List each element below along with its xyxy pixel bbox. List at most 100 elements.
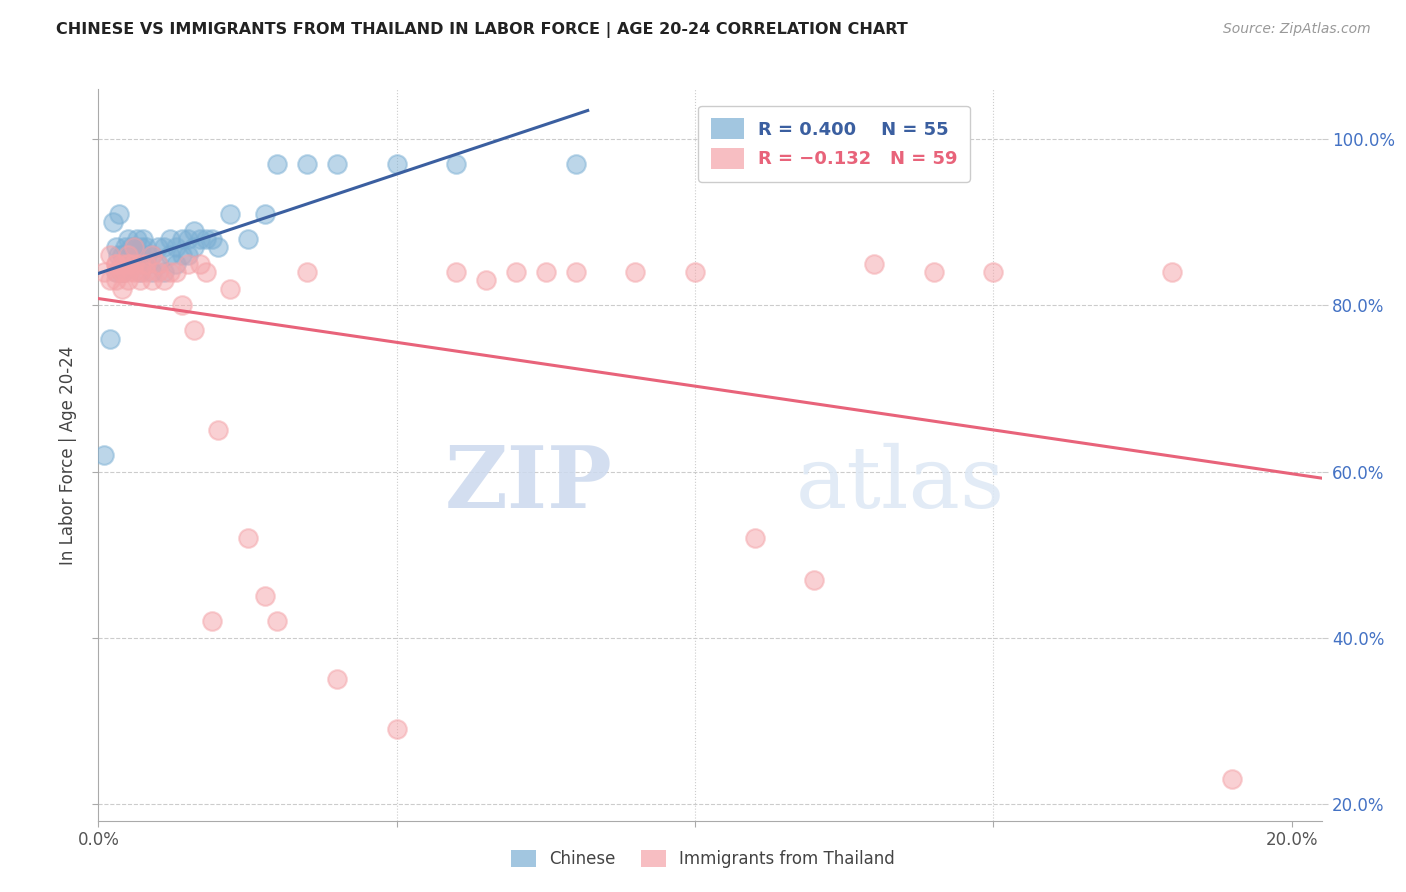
Point [117, 265, 139, 279]
Point [135, 265, 157, 279]
Point [505, 265, 527, 279]
Point [122, 257, 145, 271]
Point [254, 207, 277, 221]
Text: atlas: atlas [796, 442, 1005, 525]
Point [165, 240, 187, 254]
Point [122, 240, 145, 254]
Point [111, 265, 134, 279]
Point [236, 232, 259, 246]
Point [177, 248, 200, 262]
Point [153, 265, 176, 279]
Point [446, 265, 468, 279]
Point [146, 257, 169, 271]
Point [326, 673, 349, 687]
Point [207, 423, 229, 437]
Point [120, 240, 142, 254]
Point [266, 157, 288, 171]
Point [683, 265, 706, 279]
Point [983, 265, 1005, 279]
Legend: R = 0.400    N = 55, R = −0.132   N = 59: R = 0.400 N = 55, R = −0.132 N = 59 [699, 105, 970, 182]
Point [122, 240, 145, 254]
Legend: Chinese, Immigrants from Thailand: Chinese, Immigrants from Thailand [505, 843, 901, 875]
Point [105, 240, 128, 254]
Point [565, 157, 588, 171]
Point [117, 257, 139, 271]
Point [170, 232, 193, 246]
Point [136, 248, 159, 262]
Point [170, 298, 193, 312]
Point [326, 157, 349, 171]
Point [194, 232, 217, 246]
Point [1161, 265, 1184, 279]
Point [153, 240, 176, 254]
Point [183, 240, 205, 254]
Point [129, 273, 152, 287]
Point [117, 257, 139, 271]
Point [803, 573, 825, 587]
Point [534, 265, 557, 279]
Point [165, 265, 187, 279]
Point [863, 257, 886, 271]
Point [122, 265, 145, 279]
Point [111, 265, 134, 279]
Point [201, 232, 224, 246]
Point [117, 257, 139, 271]
Point [183, 223, 205, 237]
Point [105, 257, 128, 271]
Point [111, 265, 134, 279]
Point [385, 723, 408, 737]
Point [105, 265, 128, 279]
Point [114, 240, 136, 254]
Point [135, 240, 157, 254]
Point [446, 157, 468, 171]
Point [744, 531, 766, 545]
Point [141, 273, 163, 287]
Point [922, 265, 945, 279]
Point [107, 248, 129, 262]
Point [1220, 772, 1243, 786]
Point [111, 282, 134, 296]
Point [108, 207, 131, 221]
Point [105, 273, 128, 287]
Text: Source: ZipAtlas.com: Source: ZipAtlas.com [1223, 22, 1371, 37]
Point [98, 332, 121, 346]
Point [135, 257, 157, 271]
Point [111, 248, 134, 262]
Point [624, 265, 647, 279]
Point [105, 257, 128, 271]
Point [385, 157, 408, 171]
Point [177, 257, 200, 271]
Point [207, 240, 229, 254]
Point [93, 265, 115, 279]
Point [111, 257, 134, 271]
Point [194, 265, 217, 279]
Point [254, 589, 277, 603]
Point [165, 257, 187, 271]
Point [159, 248, 181, 262]
Point [131, 240, 153, 254]
Point [146, 265, 169, 279]
Point [475, 273, 498, 287]
Point [159, 265, 181, 279]
Point [146, 240, 169, 254]
Point [183, 323, 205, 337]
Point [565, 265, 588, 279]
Text: CHINESE VS IMMIGRANTS FROM THAILAND IN LABOR FORCE | AGE 20-24 CORRELATION CHART: CHINESE VS IMMIGRANTS FROM THAILAND IN L… [56, 22, 908, 38]
Point [266, 614, 288, 628]
Point [236, 531, 259, 545]
Point [170, 248, 193, 262]
Point [98, 248, 121, 262]
Point [218, 207, 240, 221]
Point [117, 273, 139, 287]
Point [117, 232, 139, 246]
Point [103, 215, 125, 229]
Point [141, 248, 163, 262]
Point [118, 257, 141, 271]
Point [201, 614, 224, 628]
Point [112, 265, 135, 279]
Point [297, 265, 319, 279]
Point [129, 265, 152, 279]
Point [188, 257, 211, 271]
Point [98, 273, 121, 287]
Point [188, 232, 211, 246]
